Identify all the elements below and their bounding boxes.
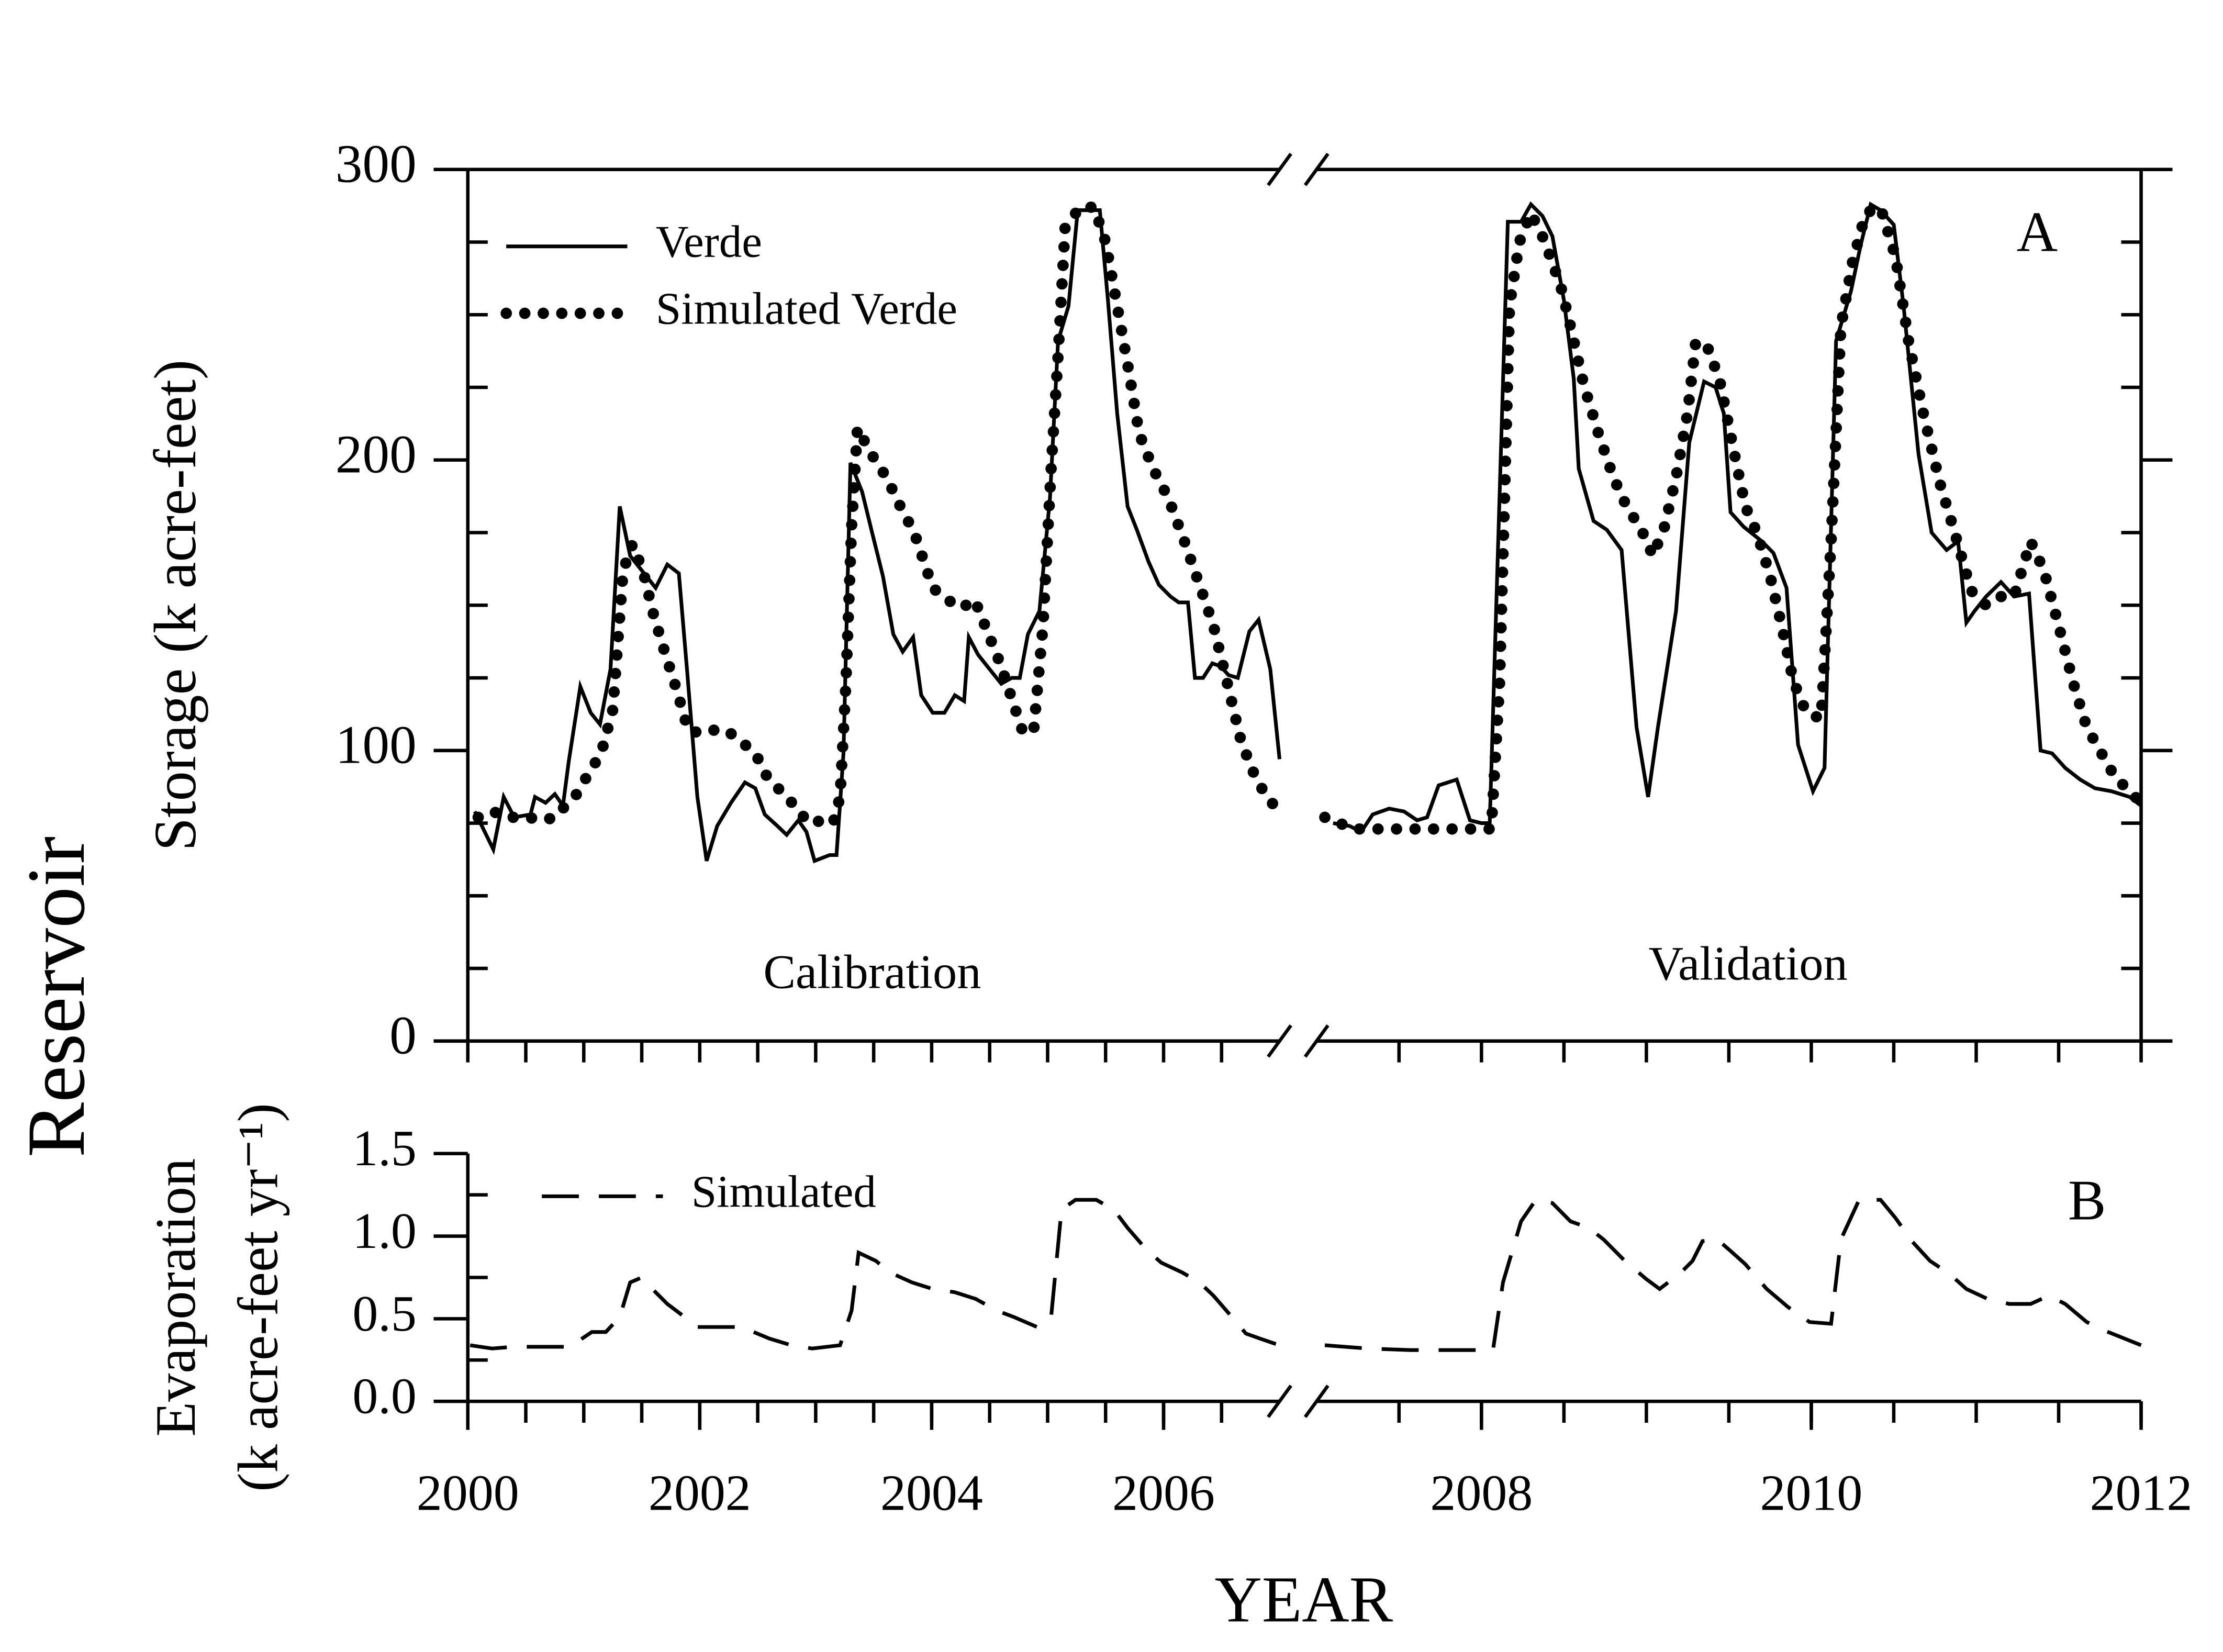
axis-break-mark xyxy=(1303,1385,1330,1419)
y-tick-label: 1.5 xyxy=(352,1120,416,1177)
axis-break-mark xyxy=(1267,1024,1292,1058)
x-axis-label: YEAR xyxy=(1214,1564,1393,1636)
x-tick-label: 2000 xyxy=(417,1465,519,1522)
x-tick-label: 2012 xyxy=(2090,1465,2193,1522)
series-line xyxy=(473,201,2142,864)
series-line xyxy=(470,1198,2142,1352)
axis-break-mark xyxy=(1303,152,1330,186)
axis-break-mark xyxy=(1267,152,1292,186)
annotation: Calibration xyxy=(763,946,981,999)
x-tick-label: 2008 xyxy=(1430,1465,1533,1522)
panel-label: A xyxy=(2017,200,2058,263)
figure-label: Reservoir xyxy=(10,836,102,1157)
y-tick-label: 200 xyxy=(336,425,417,485)
panel-label: B xyxy=(2068,1168,2106,1232)
y-tick-label: 1.0 xyxy=(352,1203,416,1259)
y-tick-label: 300 xyxy=(336,134,417,194)
annotation: Validation xyxy=(1649,937,1848,990)
x-tick-label: 2010 xyxy=(1760,1465,1863,1522)
legend-label: Simulated Verde xyxy=(656,283,957,334)
y-axis-label: (k acre-feet yr⁻¹) xyxy=(227,1103,290,1491)
y-axis-label: Evaporation xyxy=(144,1158,207,1437)
axis-break-mark xyxy=(1267,1385,1292,1419)
series-line xyxy=(472,199,2147,835)
legend-label: Verde xyxy=(656,216,762,267)
y-tick-label: 0.0 xyxy=(352,1368,416,1425)
y-tick-label: 100 xyxy=(336,716,417,775)
y-tick-label: 0 xyxy=(389,1006,417,1066)
x-tick-label: 2004 xyxy=(880,1465,983,1522)
y-tick-label: 0.5 xyxy=(352,1286,416,1342)
x-tick-label: 2006 xyxy=(1112,1465,1215,1522)
y-axis-label: Storage (k acre-feet) xyxy=(142,360,208,851)
axis-break-mark xyxy=(1303,1024,1330,1058)
legend-label: Simulated xyxy=(691,1166,876,1216)
x-tick-label: 2002 xyxy=(649,1465,751,1522)
